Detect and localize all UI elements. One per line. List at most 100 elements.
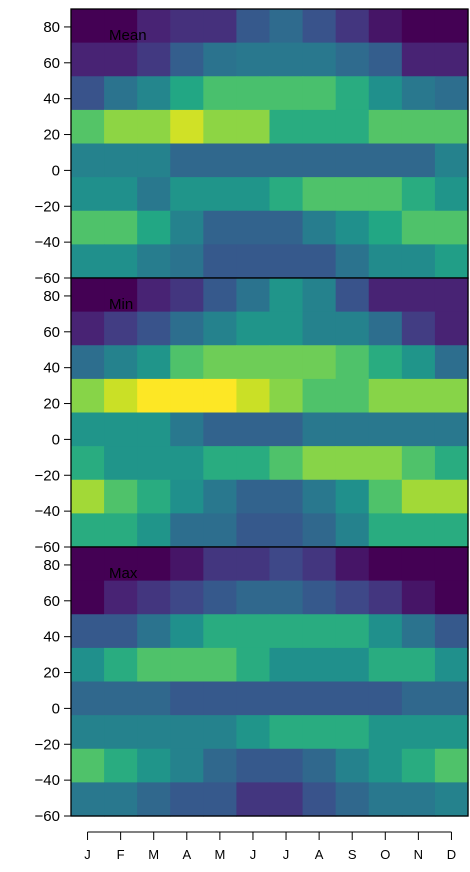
heatmap-cell bbox=[203, 580, 238, 615]
heatmap-cell bbox=[104, 42, 138, 77]
heatmap-cell bbox=[236, 479, 271, 514]
heatmap-cell bbox=[71, 412, 105, 447]
heatmap-cell bbox=[236, 614, 271, 649]
heatmap-cell bbox=[137, 378, 171, 414]
heatmap-cell bbox=[203, 76, 238, 111]
heatmap-cell bbox=[137, 614, 171, 649]
heatmap-cell bbox=[335, 446, 370, 481]
heatmap-cell bbox=[104, 76, 138, 111]
heatmap-cell bbox=[302, 446, 337, 481]
heatmap-cell bbox=[236, 9, 271, 44]
y-tick-label: −20 bbox=[35, 736, 60, 753]
heatmap-cell bbox=[71, 748, 105, 783]
heatmap-cell bbox=[401, 782, 436, 817]
y-tick-label: 40 bbox=[43, 629, 60, 646]
heatmap-cell bbox=[368, 647, 403, 683]
heatmap-cell bbox=[170, 109, 204, 145]
heatmap-cell bbox=[236, 210, 271, 245]
heatmap-cell bbox=[203, 446, 238, 481]
heatmap-cell bbox=[368, 109, 403, 145]
heatmap-cell bbox=[302, 278, 337, 313]
heatmap-cell bbox=[170, 647, 204, 683]
heatmap-cell bbox=[302, 782, 337, 817]
y-tick-label: −40 bbox=[35, 234, 60, 251]
heatmap-cell bbox=[434, 681, 469, 716]
heatmap-cell bbox=[203, 210, 238, 245]
heatmap-cell bbox=[137, 715, 171, 750]
heatmap-cell bbox=[203, 614, 238, 649]
heatmap-cell bbox=[335, 244, 370, 279]
heatmap-cell bbox=[203, 311, 238, 346]
heatmap-cell bbox=[170, 76, 204, 111]
heatmap-cell bbox=[71, 109, 105, 145]
heatmap-cell bbox=[236, 412, 271, 447]
y-tick-label: 20 bbox=[43, 665, 60, 682]
heatmap-cell bbox=[401, 378, 436, 414]
heatmap-cell bbox=[236, 782, 271, 817]
panel-mean: 80 60 40 20 0 −20 −40 −60 Mean bbox=[35, 8, 469, 287]
heatmap-cell bbox=[203, 378, 238, 414]
heatmap-cell bbox=[203, 42, 238, 77]
heatmap-cell bbox=[203, 748, 238, 783]
heatmap-cell bbox=[401, 109, 436, 145]
heatmap-cell bbox=[203, 513, 238, 548]
heatmap-cell bbox=[401, 9, 436, 44]
heatmap-cell bbox=[368, 210, 403, 245]
heatmap-cell bbox=[401, 76, 436, 111]
heatmap-cell bbox=[71, 614, 105, 649]
heatmap-cell bbox=[368, 681, 403, 716]
heatmap-cell bbox=[434, 614, 469, 649]
heatmap-cell bbox=[104, 378, 138, 414]
heatmap-cell bbox=[269, 614, 304, 649]
y-tick-label: 20 bbox=[43, 127, 60, 144]
heatmap-cell bbox=[137, 647, 171, 683]
x-tick-label: F bbox=[117, 847, 125, 862]
heatmap-cell bbox=[368, 412, 403, 447]
x-tick-label: S bbox=[348, 847, 357, 862]
heatmap-cell bbox=[104, 479, 138, 514]
heatmap-cell bbox=[269, 446, 304, 481]
heatmap-cell bbox=[104, 748, 138, 783]
heatmap-cell bbox=[335, 547, 370, 582]
heatmap-cell bbox=[302, 311, 337, 346]
y-tick-label: 40 bbox=[43, 360, 60, 377]
heatmap-cell bbox=[71, 345, 105, 380]
y-tick-label: −20 bbox=[35, 467, 60, 484]
heatmap-cell bbox=[71, 278, 105, 313]
y-tick-label: −20 bbox=[35, 198, 60, 215]
y-tick-label: −60 bbox=[35, 539, 60, 556]
panel-title: Mean bbox=[109, 27, 147, 44]
heatmap-cell bbox=[71, 378, 105, 414]
heatmap-cell bbox=[137, 76, 171, 111]
heatmap-cell bbox=[401, 479, 436, 514]
heatmap-cell bbox=[335, 345, 370, 380]
heatmap-cell bbox=[434, 782, 469, 817]
heatmap-cell bbox=[236, 76, 271, 111]
heatmap-cell bbox=[137, 278, 171, 313]
heatmap-cell bbox=[236, 143, 271, 178]
heatmap-cell bbox=[236, 748, 271, 783]
heatmap-cell bbox=[368, 782, 403, 817]
heatmap-cell bbox=[434, 580, 469, 615]
heatmap-cell bbox=[335, 177, 370, 212]
heatmap-cell bbox=[137, 580, 171, 615]
heatmap-cell bbox=[104, 345, 138, 380]
heatmap-cell bbox=[104, 614, 138, 649]
heatmap-cell bbox=[434, 42, 469, 77]
heatmap-cell bbox=[335, 311, 370, 346]
heatmap-cell bbox=[434, 345, 469, 380]
heatmap-cell bbox=[137, 513, 171, 548]
heatmap-cell bbox=[170, 345, 204, 380]
heatmap-cell bbox=[203, 278, 238, 313]
heatmap-cell bbox=[434, 76, 469, 111]
heatmap-cell bbox=[236, 109, 271, 145]
heatmap-cell bbox=[368, 748, 403, 783]
y-tick-label: 40 bbox=[43, 91, 60, 108]
heatmap-cell bbox=[170, 244, 204, 279]
heatmap-cell bbox=[104, 278, 138, 313]
heatmap-cell bbox=[401, 614, 436, 649]
heatmap-cell bbox=[236, 681, 271, 716]
heatmap-cell bbox=[203, 647, 238, 683]
